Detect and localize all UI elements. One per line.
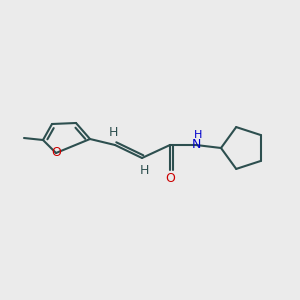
Text: O: O (165, 172, 175, 184)
Text: H: H (139, 164, 149, 176)
Text: N: N (191, 139, 201, 152)
Text: O: O (51, 146, 61, 160)
Text: H: H (194, 130, 202, 140)
Text: H: H (108, 127, 118, 140)
